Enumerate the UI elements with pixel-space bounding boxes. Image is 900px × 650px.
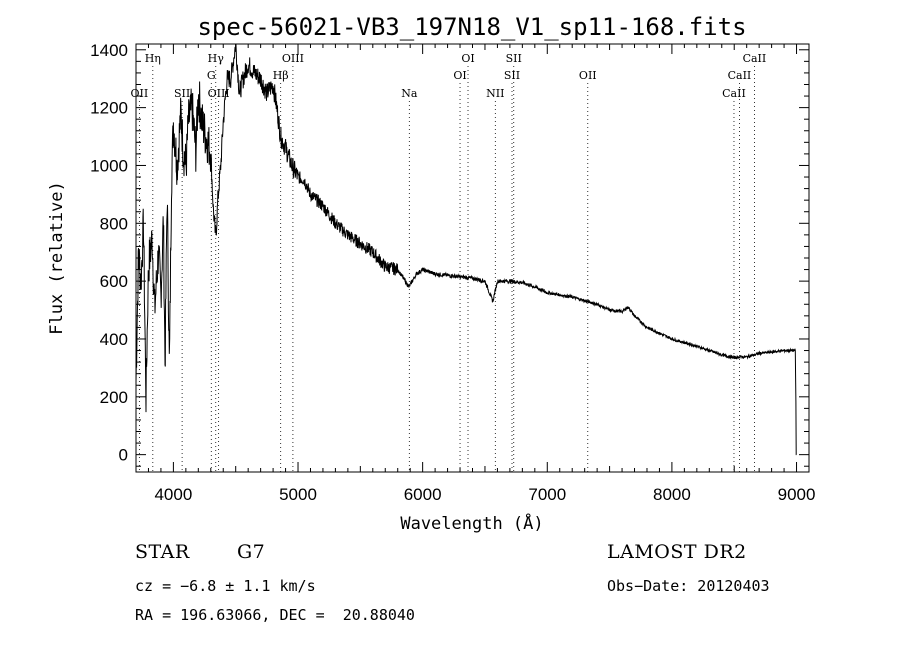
line-label: SII (506, 52, 522, 65)
y-tick-label: 600 (100, 272, 128, 291)
x-tick-label: 7000 (528, 485, 566, 504)
y-tick-label: 0 (119, 446, 128, 465)
x-tick-label: 6000 (404, 485, 442, 504)
line-label: OII (131, 87, 149, 100)
spectrum-line (135, 43, 797, 456)
x-tick-label: 4000 (154, 485, 192, 504)
line-label: G (207, 69, 216, 82)
line-label: OIII (208, 87, 230, 100)
x-axis-label: Wavelength (Å) (400, 512, 543, 534)
chart-title: spec-56021-VB3_197N18_V1_sp11-168.fits (197, 13, 746, 41)
line-label: OI (453, 69, 466, 82)
line-label: Hγ (208, 52, 225, 65)
line-label: Hη (145, 52, 161, 65)
x-tick-label: 5000 (279, 485, 317, 504)
x-tick-label: 8000 (653, 485, 691, 504)
survey-name: LAMOST DR2 (607, 541, 747, 563)
object-subclass: G7 (237, 541, 266, 563)
line-label: CaII (743, 52, 767, 65)
y-tick-label: 1000 (90, 156, 128, 175)
y-tick-label: 400 (100, 330, 128, 349)
line-label: OI (461, 52, 474, 65)
y-axis-label: Flux (relative) (47, 181, 67, 335)
y-tick-label: 1400 (90, 41, 128, 60)
line-label: Na (401, 87, 418, 100)
line-label: SII (174, 87, 190, 100)
line-label: CaII (728, 69, 752, 82)
coordinates: RA = 196.63066, DEC = 20.88040 (135, 606, 415, 624)
redshift-value: cz = −6.8 ± 1.1 km/s (135, 577, 316, 595)
line-label: NII (486, 87, 504, 100)
line-label: CaII (722, 87, 746, 100)
object-type: STAR (135, 541, 190, 563)
plot-frame (135, 43, 810, 473)
axis-ticks: 4000 5000 6000 7000 8000 9000 0 200 400 600 800 100… (90, 41, 815, 504)
line-label: OII (579, 69, 597, 82)
y-tick-label: 200 (100, 388, 128, 407)
line-label: SII (504, 69, 520, 82)
obs-date: Obs−Date: 20120403 (607, 577, 770, 595)
y-tick-label: 1200 (90, 99, 128, 118)
y-tick-label: 800 (100, 214, 128, 233)
line-label: OIII (282, 52, 304, 65)
line-label: Hβ (273, 69, 289, 82)
x-tick-label: 9000 (778, 485, 816, 504)
